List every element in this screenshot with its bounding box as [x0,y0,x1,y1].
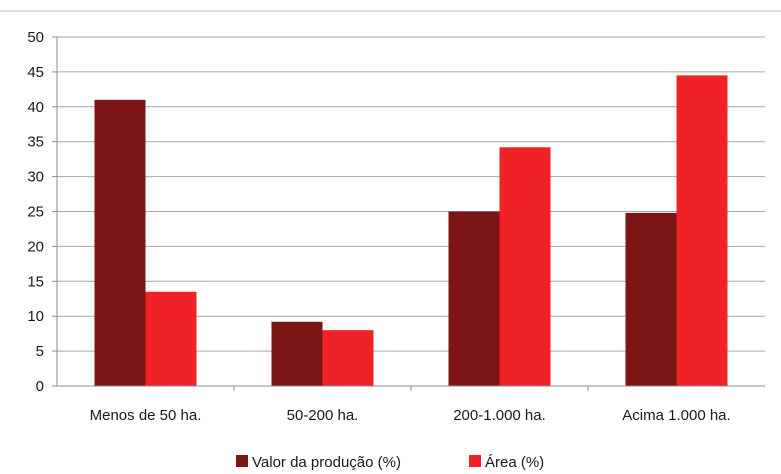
x-axis-category-labels: Menos de 50 ha. 50-200 ha. 200-1.000 ha. Ac… [90,386,731,424]
legend-swatch-1 [469,455,481,467]
legend-swatch-0 [236,455,248,467]
y-tick-label: 15 [27,273,44,290]
y-tick-label: 0 [36,378,44,395]
y-tick-label: 10 [27,308,44,325]
bars [94,75,728,386]
y-tick-label: 30 [27,169,44,186]
x-category-label: Menos de 50 ha. [90,407,202,424]
x-category-label: 200-1.000 ha. [453,407,546,424]
bar-area-0 [145,291,197,386]
y-tick-label: 40 [27,99,44,116]
bar-valor-producao-2 [448,211,500,386]
y-tick-label: 50 [27,29,44,46]
bar-valor-producao-1 [271,321,323,386]
y-tick-label: 45 [27,64,44,81]
bar-valor-producao-0 [94,99,146,386]
y-tick-label: 5 [36,343,44,360]
legend-label-0: Valor da produção (%) [252,454,401,471]
bar-area-3 [676,75,728,386]
y-tick-label: 25 [27,204,44,221]
y-tick-label: 35 [27,134,44,151]
x-category-label: Acima 1.000 ha. [622,407,730,424]
bar-valor-producao-3 [625,212,677,386]
bar-area-1 [322,330,374,386]
x-category-label: 50-200 ha. [287,407,359,424]
y-axis-tick-labels: 0 5 10 15 20 25 30 35 40 45 50 [27,29,57,395]
y-tick-label: 20 [27,238,44,255]
bar-area-2 [499,147,551,386]
legend-label-1: Área (%) [485,454,544,471]
legend: Valor da produção (%) Área (%) [236,454,544,471]
